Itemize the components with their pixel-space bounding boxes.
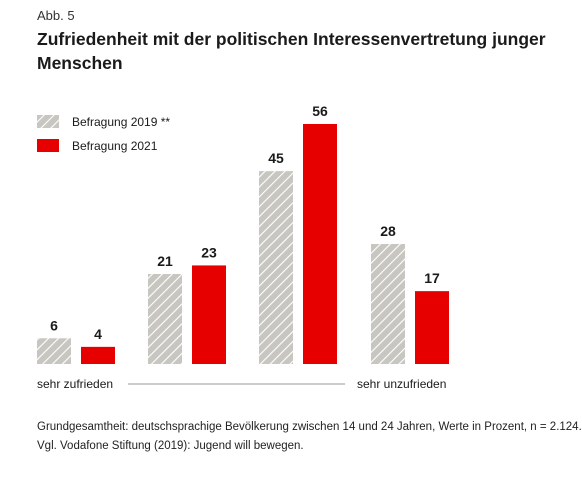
legend-swatch-0 xyxy=(37,115,59,128)
bar-2021-1 xyxy=(192,265,226,364)
bar-2019-3 xyxy=(371,244,405,364)
bar-2021-2 xyxy=(303,124,337,364)
bar-2021-3 xyxy=(415,291,449,364)
data-label-2019-0: 6 xyxy=(50,317,58,333)
data-label-2021-1: 23 xyxy=(201,244,217,260)
scale-label-left: sehr zufrieden xyxy=(37,377,113,391)
footnote-source: Vgl. Vodafone Stiftung (2019): Jugend wi… xyxy=(37,440,304,452)
bar-2019-0 xyxy=(37,338,71,364)
data-label-2019-1: 21 xyxy=(157,253,173,269)
chart-title: Zufriedenheit mit der politischen Intere… xyxy=(37,29,546,73)
figure-label: Abb. 5 xyxy=(37,8,75,23)
legend-swatch-1 xyxy=(37,139,59,152)
scale-axis: sehr zufrieden sehr unzufrieden xyxy=(37,377,446,391)
bar-2019-2 xyxy=(259,171,293,364)
scale-label-right: sehr unzufrieden xyxy=(357,377,446,391)
bar-2021-0 xyxy=(81,346,115,364)
legend: Befragung 2019 ** Befragung 2021 xyxy=(37,115,170,153)
bars-group: 6 21 45 28 4 23 56 17 xyxy=(37,103,449,364)
bar-chart: Befragung 2019 ** Befragung 2021 6 21 45 28 4… xyxy=(37,103,449,391)
data-label-2021-3: 17 xyxy=(424,270,440,286)
data-label-2021-2: 56 xyxy=(312,103,328,119)
data-label-2019-3: 28 xyxy=(380,223,396,239)
data-label-2021-0: 4 xyxy=(94,326,102,342)
data-label-2019-2: 45 xyxy=(268,150,284,166)
legend-label-1: Befragung 2021 xyxy=(72,139,158,153)
bar-2019-1 xyxy=(148,274,182,364)
legend-label-0: Befragung 2019 ** xyxy=(72,115,170,129)
footnote-population: Grundgesamtheit: deutschsprachige Bevölk… xyxy=(37,421,582,433)
